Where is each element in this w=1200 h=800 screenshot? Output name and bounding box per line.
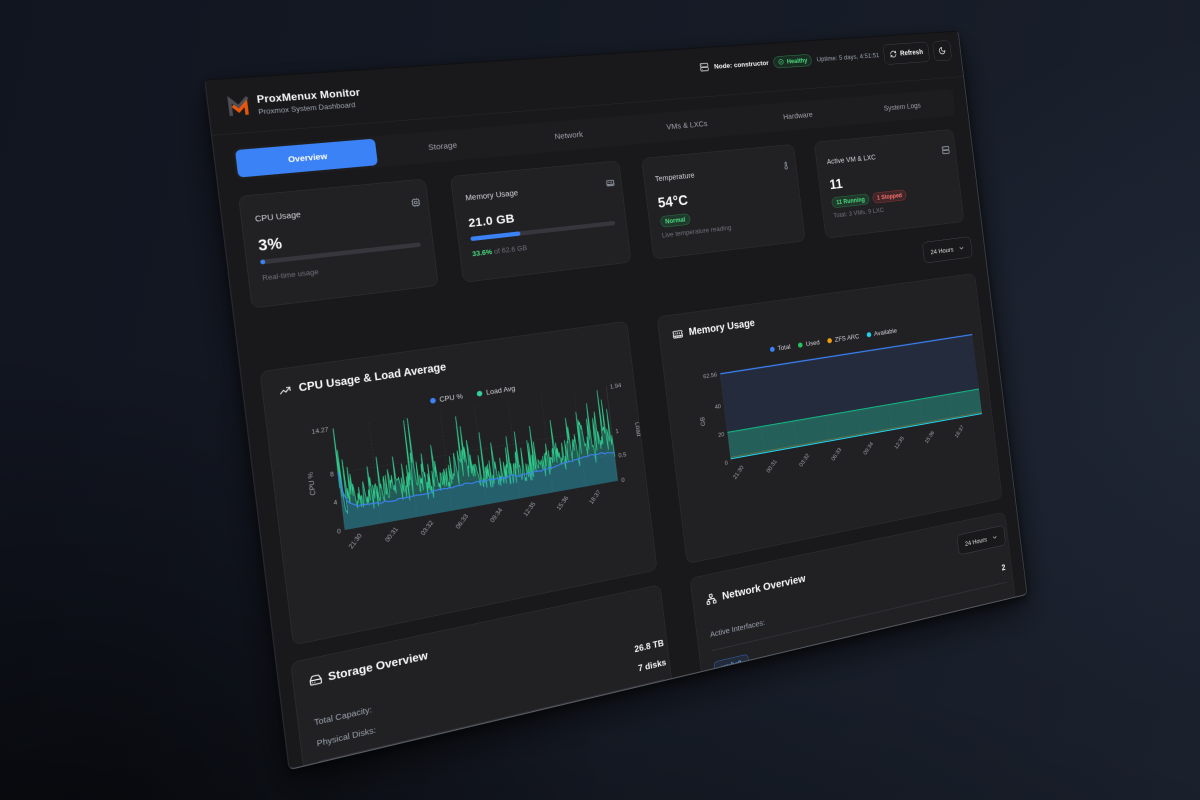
svg-text:21:30: 21:30 bbox=[732, 465, 745, 481]
svg-text:62.56: 62.56 bbox=[703, 372, 718, 380]
svg-text:06:33: 06:33 bbox=[455, 513, 470, 530]
svg-text:20: 20 bbox=[718, 432, 725, 439]
svg-text:21:30: 21:30 bbox=[348, 533, 364, 550]
svg-text:CPU %: CPU % bbox=[306, 471, 318, 496]
svg-text:06:33: 06:33 bbox=[831, 447, 843, 462]
svg-text:8: 8 bbox=[330, 471, 335, 478]
svg-text:12:35: 12:35 bbox=[523, 501, 537, 517]
svg-text:18:37: 18:37 bbox=[954, 425, 965, 440]
svg-text:0: 0 bbox=[725, 460, 729, 466]
svg-text:1: 1 bbox=[615, 429, 619, 436]
svg-text:09:34: 09:34 bbox=[490, 507, 505, 524]
svg-text:00:31: 00:31 bbox=[766, 459, 778, 474]
svg-text:03:32: 03:32 bbox=[420, 520, 435, 537]
svg-text:18:37: 18:37 bbox=[589, 489, 603, 505]
svg-text:0: 0 bbox=[337, 528, 342, 535]
svg-text:03:32: 03:32 bbox=[799, 453, 811, 468]
svg-text:Load: Load bbox=[634, 421, 643, 437]
svg-text:0: 0 bbox=[621, 477, 625, 484]
svg-text:GB: GB bbox=[699, 416, 707, 426]
svg-text:4: 4 bbox=[333, 500, 338, 507]
svg-text:0.5: 0.5 bbox=[618, 452, 627, 459]
svg-text:40: 40 bbox=[715, 404, 722, 411]
svg-text:15:36: 15:36 bbox=[924, 430, 935, 445]
svg-text:09:34: 09:34 bbox=[863, 441, 875, 456]
svg-text:12:35: 12:35 bbox=[894, 436, 906, 451]
svg-text:14.27: 14.27 bbox=[311, 427, 329, 436]
svg-text:1.94: 1.94 bbox=[610, 383, 622, 391]
svg-text:00:31: 00:31 bbox=[384, 526, 399, 543]
svg-text:15:36: 15:36 bbox=[556, 495, 570, 511]
